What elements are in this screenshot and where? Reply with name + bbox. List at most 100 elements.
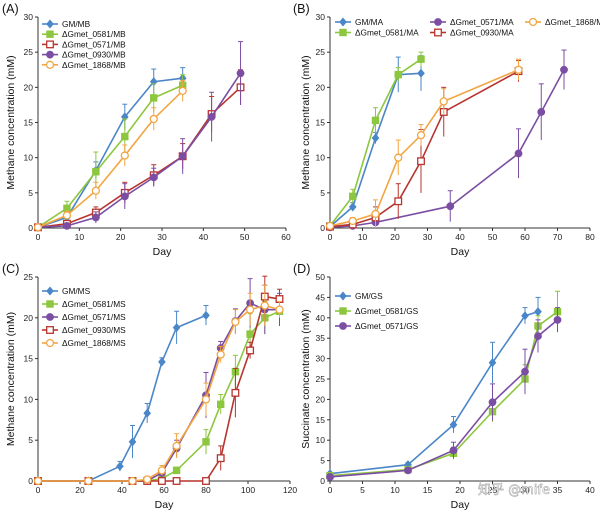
legend-label: ΔGmet_0571/MA: [450, 17, 514, 27]
legend-marker: [45, 60, 55, 69]
legend-entry: GM/MS: [42, 286, 91, 296]
data-point: [446, 202, 455, 211]
data-point: [84, 476, 93, 486]
y-tick-label: 5: [320, 188, 325, 198]
data-point: [216, 350, 225, 359]
data-point: [207, 112, 216, 121]
x-tick-label: 0: [328, 232, 333, 242]
y-tick-label: 30: [316, 12, 326, 22]
legend-label: ΔGmet_0581/MB: [62, 29, 126, 39]
data-point: [92, 168, 100, 176]
data-point: [216, 454, 225, 463]
legend-marker: [339, 307, 347, 315]
y-tick-label: 15: [24, 354, 34, 364]
panel-c: (C) 0 20 40 60 80 100 120 0 5 10 15 20 25 Day Methane c…: [2, 262, 297, 511]
x-tick-label: 20: [75, 485, 85, 495]
x-tick-label: 40: [199, 232, 209, 242]
legend-entry: GM/GS: [335, 291, 383, 301]
series-2: [34, 278, 284, 485]
data-point: [488, 398, 497, 407]
y-tick-label: 5: [28, 188, 33, 198]
data-point: [348, 202, 357, 212]
legend-entry: ΔGmet_0581/MS: [42, 299, 126, 309]
data-point: [63, 204, 71, 213]
legend-entry: ΔGmet_0571/MS: [42, 312, 126, 322]
legend-marker: [339, 291, 347, 301]
data-point: [439, 97, 448, 106]
legend-label: ΔGmet_0571/MS: [62, 312, 126, 322]
legend-label: ΔGmet_0571/MB: [62, 39, 126, 49]
y-axis-title: Methane concentration (mM): [300, 55, 312, 189]
data-point: [202, 438, 210, 446]
data-point: [149, 114, 158, 124]
legend-marker: [339, 17, 347, 27]
series-0: [34, 305, 210, 486]
legend-entry: ΔGmet_1868/MA: [525, 17, 600, 27]
legend-marker: [434, 18, 442, 26]
x-tick-label: 20: [390, 232, 400, 242]
data-point: [416, 131, 426, 140]
x-tick-label: 50: [240, 232, 250, 242]
series-line: [37, 86, 242, 229]
x-axis-title: Day: [451, 499, 470, 511]
y-tick-label: 10: [24, 153, 34, 163]
data-point: [417, 157, 425, 166]
y-tick-label: 15: [24, 118, 34, 128]
legend-label: ΔGmet_0571/GS: [355, 321, 419, 331]
x-tick-label: 15: [423, 485, 433, 495]
legend-label: ΔGmet_0930/MA: [450, 28, 514, 38]
y-axis-title: Methane concentration (mM): [5, 312, 17, 446]
legend-entry: ΔGmet_0930/MB: [42, 50, 126, 60]
legend-marker: [46, 286, 54, 296]
x-axis-title: Day: [153, 246, 172, 258]
data-point: [246, 346, 255, 355]
x-tick-label: 10: [75, 232, 85, 242]
data-point: [325, 221, 335, 231]
data-point: [62, 211, 72, 220]
data-point: [128, 476, 137, 486]
legend-label: ΔGmet_1868/MS: [62, 338, 126, 348]
y-tick-label: 45: [316, 292, 326, 302]
panel-label: (B): [293, 2, 310, 16]
series-4: [325, 58, 523, 231]
series-line: [38, 310, 280, 482]
x-tick-label: 30: [423, 232, 433, 242]
y-tick-label: 10: [24, 394, 34, 404]
x-tick-label: 120: [283, 485, 297, 495]
data-point: [150, 94, 158, 102]
legend-entry: ΔGmet_1868/MS: [42, 338, 126, 348]
series-4: [33, 284, 284, 486]
series-1: [326, 51, 425, 230]
data-point: [514, 149, 523, 158]
data-point: [394, 153, 403, 162]
data-point: [231, 388, 240, 397]
legend-entry: GM/MA: [335, 17, 384, 27]
y-tick-label: 40: [316, 313, 326, 323]
y-tick-label: 5: [28, 435, 33, 445]
legend-marker: [528, 17, 538, 27]
data-point: [449, 420, 458, 430]
data-point: [537, 108, 546, 116]
x-tick-label: 80: [585, 232, 595, 242]
x-tick-label: 30: [520, 485, 530, 495]
series-line: [37, 77, 183, 229]
series-line: [329, 69, 565, 229]
x-tick-label: 40: [585, 485, 595, 495]
legend-entry: ΔGmet_0581/MA: [335, 28, 419, 38]
legend-entry: ΔGmet_0581/GS: [335, 306, 419, 316]
data-point: [128, 437, 137, 447]
x-axis-title: Day: [155, 499, 174, 511]
legend-label: ΔGmet_0581/MA: [355, 28, 419, 38]
data-point: [275, 305, 284, 314]
data-point: [488, 358, 497, 368]
x-tick-label: 20: [455, 485, 465, 495]
data-point: [202, 310, 210, 320]
data-point: [326, 473, 334, 481]
y-tick-label: 0: [28, 223, 33, 233]
data-point: [172, 466, 181, 475]
y-tick-label: 25: [316, 47, 326, 57]
series-line: [38, 314, 207, 482]
data-point: [371, 133, 380, 143]
x-tick-label: 0: [36, 485, 41, 495]
y-tick-label: 25: [24, 47, 34, 57]
